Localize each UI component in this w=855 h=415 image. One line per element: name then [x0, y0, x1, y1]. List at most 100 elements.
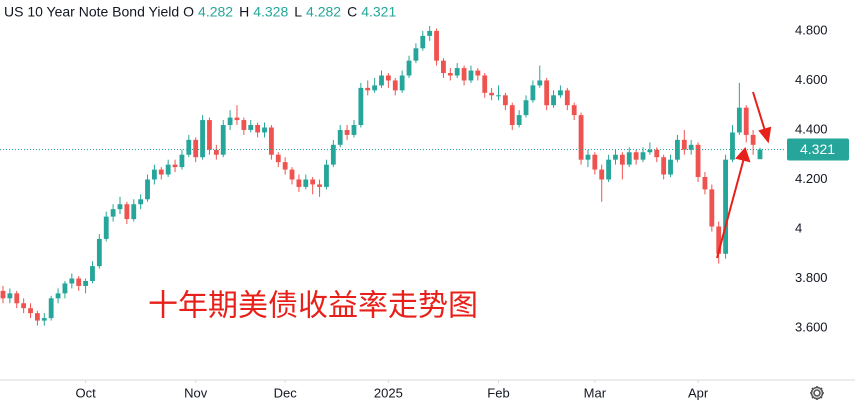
candle-body	[207, 120, 212, 150]
candle-body	[392, 80, 398, 91]
candle-body	[248, 125, 254, 130]
candle-body	[289, 169, 295, 180]
candle-body	[592, 154, 598, 170]
candle-body	[90, 266, 95, 281]
candle-body	[647, 149, 653, 153]
candle-body	[275, 154, 281, 163]
candle-body	[427, 30, 433, 36]
ohlc-label: H	[239, 4, 249, 20]
candle-body	[441, 60, 446, 74]
candle-body	[661, 157, 667, 175]
candle-body	[743, 107, 749, 135]
candle-body	[351, 125, 357, 135]
candle-body	[96, 238, 102, 267]
candle-body	[420, 35, 426, 49]
x-tick-label: Nov	[184, 385, 208, 400]
candle-body	[179, 154, 185, 168]
candle-body	[502, 95, 508, 106]
ohlc-label: O	[183, 4, 194, 20]
candle-body	[482, 75, 488, 93]
candle-body	[158, 169, 164, 175]
candle-body	[681, 139, 687, 150]
candle-body	[599, 169, 605, 180]
candle-body	[76, 278, 82, 286]
candle-body	[750, 134, 756, 145]
ohlc-value: 4.321	[361, 4, 396, 20]
candle-body	[633, 152, 639, 160]
annotation: 十年期美债收益率走势图	[148, 289, 478, 324]
candle-body	[544, 80, 550, 106]
y-tick-label: 4.800	[795, 22, 828, 37]
arrow-head	[735, 147, 751, 163]
candle-body	[736, 107, 742, 133]
y-tick-label: 4.200	[795, 171, 828, 186]
candle-body	[296, 179, 302, 187]
candle-body	[578, 115, 584, 160]
candle-body	[619, 154, 625, 165]
candle-body	[62, 283, 68, 294]
x-tick-label: Mar	[584, 385, 607, 400]
candle-body	[124, 204, 130, 220]
candle-body	[551, 95, 556, 106]
candle-body	[523, 100, 529, 116]
candle-body	[330, 144, 336, 165]
candle-body	[165, 164, 171, 175]
last-price-box	[787, 138, 849, 161]
candle-body	[716, 226, 722, 254]
candle-body	[613, 154, 618, 160]
candle-body	[695, 144, 701, 178]
candle-body	[241, 120, 247, 130]
candle-body	[385, 75, 391, 81]
candle-body	[200, 120, 205, 158]
candle-body	[606, 159, 612, 180]
arrows	[716, 91, 772, 259]
x-tick-label: Feb	[487, 385, 509, 400]
plot	[0, 25, 785, 326]
candle-body	[461, 68, 467, 81]
candle-body	[0, 290, 6, 299]
candle-body	[255, 125, 261, 133]
candle-body	[337, 129, 343, 145]
candle-body	[379, 75, 384, 86]
ohlc-label: L	[294, 4, 302, 20]
candle-body	[303, 179, 309, 187]
ohlc-value: 4.328	[253, 4, 288, 20]
candle-body	[730, 132, 735, 160]
x-tick-label: Apr	[688, 385, 709, 400]
x-tick-label: Oct	[75, 385, 96, 400]
candle-body	[172, 164, 178, 168]
candle-body	[496, 95, 501, 97]
candle-body	[103, 216, 109, 239]
candle-body	[14, 293, 20, 304]
candle-body	[41, 318, 47, 321]
settings-icon[interactable]	[810, 386, 824, 400]
x-tick-label: Dec	[274, 385, 298, 400]
candle-body	[558, 90, 563, 96]
candle-body	[83, 280, 88, 286]
candle-body	[234, 117, 240, 121]
candle-body	[324, 164, 329, 187]
y-tick-label: 4	[795, 220, 802, 235]
candle-body	[48, 298, 54, 319]
candle-body	[723, 159, 728, 254]
candle-body	[227, 117, 233, 126]
x-tick-label: 2025	[374, 385, 403, 400]
candle-body	[186, 139, 192, 155]
candle-body	[434, 30, 439, 61]
candle-body	[399, 75, 405, 91]
candle-body	[28, 308, 33, 314]
candle-body	[145, 179, 150, 200]
candle-body	[654, 149, 660, 158]
candle-body	[69, 278, 75, 284]
candle-body	[262, 127, 267, 133]
candle-body	[138, 199, 144, 205]
candle-body	[110, 209, 116, 217]
ohlc-legend: O 4.282 H 4.328 L 4.282 C 4.321	[183, 4, 396, 20]
candle-body	[406, 60, 412, 76]
candle-body	[55, 293, 61, 299]
candle-body	[454, 68, 460, 76]
candle-body	[447, 73, 453, 76]
candle-body	[640, 152, 646, 160]
candle-body	[151, 169, 157, 180]
